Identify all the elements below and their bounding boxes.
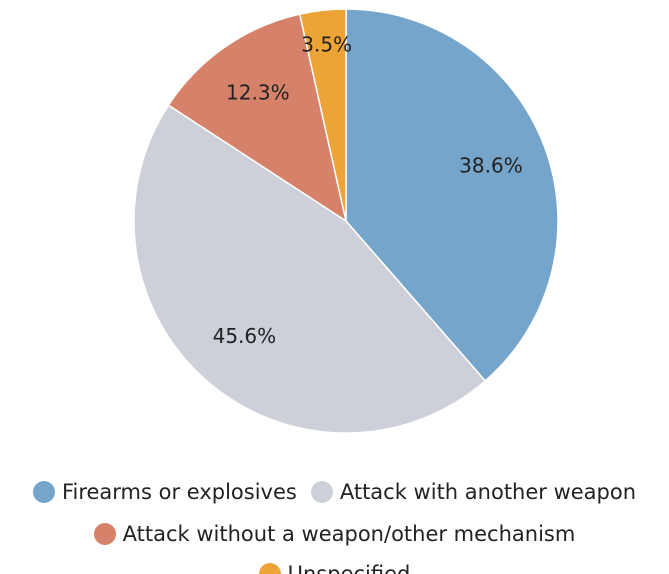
pie-slice-unspecified — [298, 8, 347, 222]
slice-label-other-weapon: 45.6% — [213, 324, 277, 348]
legend-item-unspecified: Unspecified — [258, 562, 411, 574]
pie-slice-other-weapon — [133, 104, 487, 434]
legend-row-3: Unspecified — [0, 562, 669, 574]
pie-slice-no-weapon — [167, 13, 348, 223]
legend-label-unspecified: Unspecified — [287, 562, 411, 574]
legend-label-firearms: Firearms or explosives — [61, 480, 297, 504]
legend-swatch-unspecified — [258, 563, 281, 574]
legend-item-no-weapon: Attack without a weapon/other mechanism — [93, 522, 576, 546]
legend-row-2: Attack without a weapon/other mechanism — [0, 522, 669, 546]
legend-swatch-other-weapon — [310, 481, 333, 503]
legend-item-firearms: Firearms or explosives — [32, 480, 297, 504]
slice-label-firearms: 38.6% — [459, 153, 523, 177]
legend-swatch-no-weapon — [93, 523, 116, 545]
legend-swatch-firearms — [32, 481, 55, 503]
slice-label-no-weapon: 12.3% — [226, 80, 290, 104]
pie-slice-firearms — [345, 8, 559, 382]
legend-item-other-weapon: Attack with another weapon — [310, 480, 637, 504]
slice-label-unspecified: 3.5% — [301, 33, 352, 57]
legend-label-other-weapon: Attack with another weapon — [339, 480, 637, 504]
legend-row-1: Firearms or explosives Attack with anoth… — [0, 480, 669, 504]
legend-label-no-weapon: Attack without a weapon/other mechanism — [122, 522, 576, 546]
